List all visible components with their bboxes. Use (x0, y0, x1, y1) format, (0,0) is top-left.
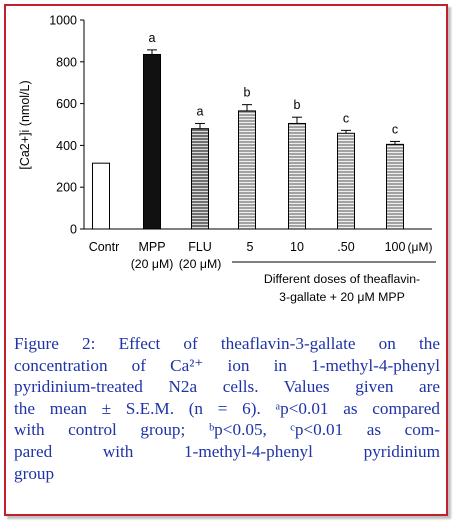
unit-label: (μM) (408, 240, 433, 254)
x-tick-label: .50 (337, 240, 354, 254)
x-tick-sublabel: (20 μM) (179, 257, 222, 271)
x-axis-labels: Contr MPP (20 μM) FLU (20 μM) 5 10 .50 100 (89, 240, 406, 271)
group-label-line2: 3-gallate + 20 μM MPP (279, 290, 405, 304)
caption-line: pyridinium-treated N2a cells. Values giv… (14, 377, 440, 397)
significance-label: b (244, 86, 251, 100)
bar-chart: 0 200 400 600 800 1000 [Ca2+]i (nmol/L) a a b b c… (18, 14, 436, 304)
caption-line: pared with 1-methyl-4-phenyl pyridinium (14, 441, 440, 461)
bar (143, 53, 161, 230)
significance-label: a (197, 104, 204, 118)
caption-line: the mean ± S.E.M. (n = 6). ᵃp<0.01 as co… (14, 398, 440, 418)
y-axis-title: [Ca2+]i (nmol/L) (18, 80, 32, 169)
significance-label: b (294, 98, 301, 112)
y-tick-label: 600 (56, 97, 77, 111)
significance-label: c (392, 122, 398, 136)
bar (92, 162, 110, 230)
caption-line: group (14, 463, 55, 483)
group-label-line1: Different doses of theaflavin- (264, 272, 420, 286)
caption-line: with control group; ᵇp<0.05, ᶜp<0.01 as … (14, 420, 440, 440)
x-tick-label: 100 (385, 240, 406, 254)
significance-label: a (149, 31, 156, 45)
x-tick-label: 10 (290, 240, 304, 254)
caption-line: concentration of Ca²⁺ ion in 1-methyl-4-… (14, 355, 440, 375)
y-tick-label: 1000 (49, 14, 77, 28)
x-tick-sublabel: (20 μM) (131, 257, 174, 271)
y-tick-label: 200 (56, 181, 77, 195)
x-tick-label: FLU (188, 240, 212, 254)
x-tick-label: MPP (138, 240, 165, 254)
x-tick-label: 5 (247, 240, 254, 254)
figure-caption: Figure 2: Effect of theaflavin-3-gallate… (14, 333, 440, 484)
figure-frame (4, 4, 448, 516)
caption-line: Figure 2: Effect of theaflavin-3-gallate… (14, 334, 440, 353)
y-tick-label: 800 (56, 55, 77, 69)
bar (191, 128, 209, 230)
y-tick-label: 400 (56, 139, 77, 153)
x-tick-label: Contr (89, 240, 120, 254)
bar (238, 110, 256, 230)
bar (337, 132, 355, 230)
y-axis: 0 200 400 600 800 1000 (49, 14, 432, 237)
bar (386, 143, 404, 230)
y-tick-label: 0 (70, 223, 77, 237)
significance-label: c (343, 111, 349, 125)
bars: a a b b c c (92, 31, 404, 230)
bar (288, 122, 306, 230)
